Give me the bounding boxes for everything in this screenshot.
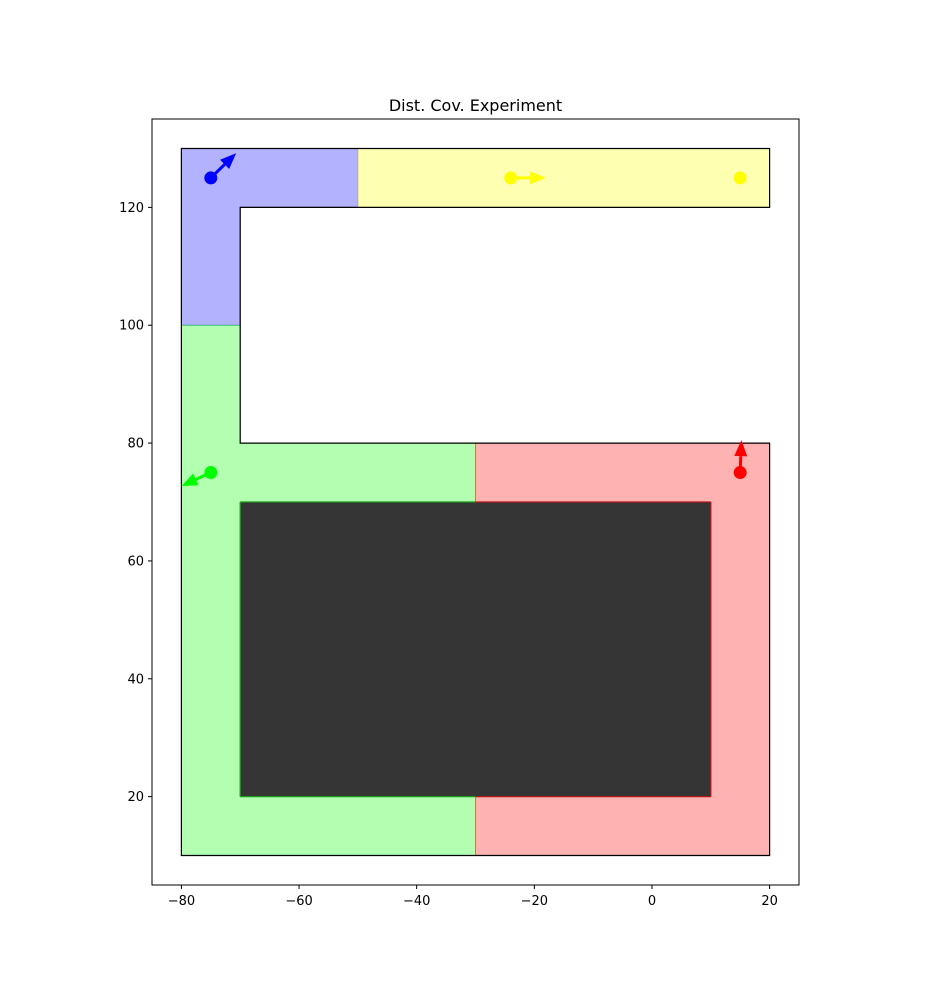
robot-red [733,466,747,480]
y-tick-label: 120 [119,201,144,216]
axes-frame [151,118,800,886]
x-tick-label: −20 [521,894,548,909]
y-tick-label: 60 [127,554,144,569]
obstacle [240,502,711,797]
x-tick-label: −80 [168,894,195,909]
x-tick-label: 0 [648,894,656,909]
x-axis: −80 −60 −40 −20 0 20 [168,885,778,909]
chart-title: Dist. Cov. Experiment [389,96,562,115]
robot-arrowhead-red [734,440,748,457]
target-yellow [733,171,747,185]
robot-green [204,466,218,480]
robot-arrowhead-green [181,473,199,487]
robot-yellow [504,171,518,185]
y-tick-label: 20 [127,790,144,805]
robot-blue [204,171,218,185]
environment-outline [180,147,771,857]
robot-arrowhead-blue [220,153,237,169]
plot-area [180,147,771,857]
y-tick-label: 40 [127,672,144,687]
x-tick-label: −60 [285,894,312,909]
region-yellow [357,148,771,208]
x-tick-label: 20 [761,894,778,909]
robot-arrowhead-yellow [530,171,547,185]
y-tick-label: 80 [127,437,144,452]
x-tick-label: −40 [403,894,430,909]
y-tick-label: 100 [119,319,144,334]
y-axis: 20 40 60 80 100 120 [119,201,152,805]
